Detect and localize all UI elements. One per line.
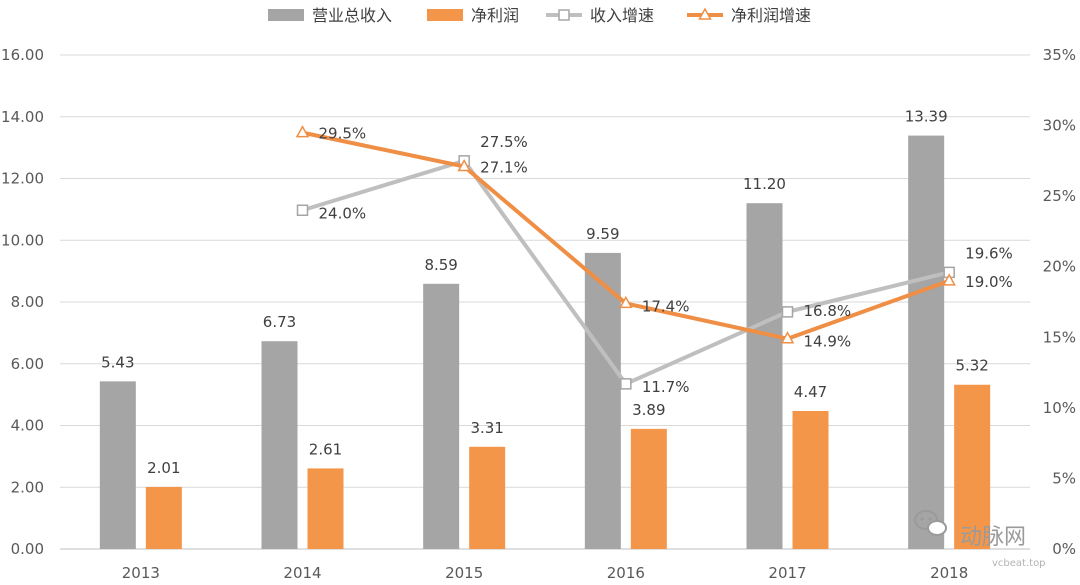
bar — [630, 428, 667, 549]
axes: 0.00 2.00 4.00 6.00 8.00 10.00 12.00 14.00 16.00… — [1, 46, 1076, 582]
line-data-label: 19.6% — [965, 244, 1013, 262]
bar — [954, 384, 991, 549]
bar — [307, 468, 344, 549]
bar — [792, 410, 829, 549]
y-right-tick-label: 35% — [1043, 46, 1076, 64]
bar-data-label: 13.39 — [905, 108, 948, 126]
x-tick-label: 2015 — [445, 564, 483, 582]
y-left-tick-label: 2.00 — [11, 478, 44, 496]
bar — [908, 135, 945, 550]
legend-label: 营业总收入 — [312, 6, 392, 25]
line-data-label: 16.8% — [804, 302, 852, 320]
line-data-label: 14.9% — [804, 333, 852, 351]
line-data-label: 11.7% — [642, 378, 690, 396]
bar — [261, 341, 298, 549]
bar — [99, 381, 136, 549]
bar — [746, 203, 783, 549]
line-marker-triangle — [780, 331, 795, 344]
y-right-tick-label: 25% — [1043, 187, 1076, 205]
watermark-subtext: vcbeat.top — [992, 558, 1046, 569]
line-data-label: 27.1% — [480, 159, 528, 177]
y-left-tick-label: 6.00 — [11, 355, 44, 373]
line-marker-square — [781, 306, 794, 318]
y-right-tick-label: 5% — [1052, 469, 1076, 487]
bar-data-label: 2.61 — [309, 440, 342, 458]
legend-marker-triangle — [698, 7, 712, 20]
legend-label: 净利润 — [471, 6, 519, 25]
y-left-tick-label: 10.00 — [1, 231, 44, 249]
line-marker-square — [620, 378, 632, 390]
y-right-tick-label: 15% — [1043, 328, 1076, 346]
bar-series — [99, 135, 991, 550]
line-marker-square — [296, 204, 309, 217]
bar-data-label: 5.43 — [101, 353, 134, 371]
y-left-tick-label: 0.00 — [11, 540, 44, 558]
line-marker-triangle — [457, 158, 471, 172]
x-tick-label: 2018 — [930, 564, 968, 582]
y-right-tick-label: 20% — [1043, 258, 1076, 276]
bar-data-label: 4.47 — [794, 383, 827, 401]
bar-data-label: 6.73 — [263, 313, 296, 331]
y-left-tick-label: 12.00 — [1, 170, 44, 188]
y-right-tick-label: 30% — [1043, 117, 1076, 135]
legend: 营业总收入 净利润 收入增速 净利润增速 — [268, 6, 811, 25]
legend-label: 收入增速 — [590, 6, 654, 25]
line-data-label: 27.5% — [480, 133, 528, 151]
bar-data-label: 9.59 — [586, 225, 619, 243]
line-series — [295, 125, 956, 390]
line-marker-triangle — [942, 273, 956, 286]
watermark: 动脉网 vcbeat.top — [914, 510, 1046, 569]
x-tick-label: 2016 — [607, 564, 645, 582]
y-left-tick-label: 8.00 — [11, 293, 44, 311]
legend-swatch — [268, 9, 304, 21]
x-tick-label: 2017 — [768, 564, 806, 582]
bar — [469, 446, 506, 549]
line-data-label: 29.5% — [319, 125, 367, 143]
line-data-label: 19.0% — [965, 273, 1013, 291]
bar-data-label: 2.01 — [147, 459, 180, 477]
bar — [145, 486, 182, 549]
bar-data-label: 3.89 — [632, 401, 665, 419]
x-tick-label: 2014 — [283, 564, 321, 582]
watermark-text: 动脉网 — [960, 525, 1026, 550]
gridlines — [60, 54, 1030, 550]
y-left-tick-label: 4.00 — [11, 417, 44, 435]
y-left-tick-label: 14.00 — [1, 108, 44, 126]
bar — [584, 252, 621, 549]
line-data-label: 24.0% — [319, 204, 367, 222]
y-right-tick-label: 10% — [1043, 399, 1076, 417]
line-data-label: 17.4% — [642, 297, 690, 315]
data-labels: 5.43 6.73 8.59 9.59 11.20 13.39 2.01 2.61 3.31 3.… — [101, 108, 1013, 477]
line-marker-triangle — [295, 125, 310, 138]
legend-swatch — [427, 9, 463, 21]
line-marker-triangle — [619, 295, 633, 309]
bar-data-label: 3.31 — [470, 419, 503, 437]
series-line — [301, 158, 950, 386]
wechat-icon — [914, 510, 947, 536]
legend-marker-square — [558, 9, 570, 21]
bar-data-label: 11.20 — [743, 175, 786, 193]
bar-data-label: 8.59 — [424, 256, 457, 274]
y-right-tick-label: 0% — [1052, 540, 1076, 558]
x-tick-label: 2013 — [122, 564, 160, 582]
legend-label: 净利润增速 — [731, 6, 811, 25]
y-left-tick-label: 16.00 — [1, 46, 44, 64]
bar — [423, 283, 460, 549]
bar-data-label: 5.32 — [955, 357, 988, 375]
